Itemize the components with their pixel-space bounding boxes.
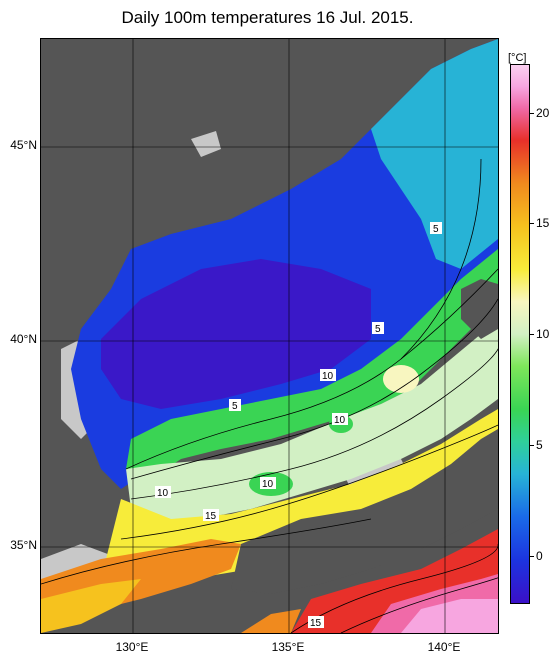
cool-water-region xyxy=(371,39,498,269)
colorbar-label-20: 20 xyxy=(536,106,550,120)
warm-water-region xyxy=(241,609,301,633)
contour-label: 10 xyxy=(262,479,274,490)
island-sakhalin xyxy=(191,131,221,157)
lat-label-40n: 40°N xyxy=(10,332,37,346)
graticule xyxy=(41,39,498,633)
sea-temperature-map: 5 5 10 5 10 10 10 15 15 xyxy=(40,38,499,634)
colorbar-tick xyxy=(529,334,534,335)
colorbar-label-0: 0 xyxy=(536,549,543,563)
eddy xyxy=(159,501,187,517)
japan-tsugaru xyxy=(461,279,498,339)
colorbar-label-10: 10 xyxy=(536,327,550,341)
lon-label-140e: 140°E xyxy=(427,640,461,654)
subpolar-front xyxy=(126,249,498,479)
colorbar-tick xyxy=(529,445,534,446)
colorbar-tick xyxy=(529,556,534,557)
warm-eddy xyxy=(383,365,419,393)
map-title: Daily 100m temperatures 16 Jul. 2015. xyxy=(121,8,414,27)
contour-label: 10 xyxy=(322,371,334,382)
hottest-water-region xyxy=(401,599,498,633)
colorbar-unit: [°C] xyxy=(508,52,527,64)
contour-label: 5 xyxy=(433,224,439,235)
temperature-colorbar xyxy=(510,64,530,604)
coldest-core xyxy=(101,259,371,409)
colorbar-label-5: 5 xyxy=(536,438,543,452)
contour-label: 15 xyxy=(310,618,322,629)
contour-label: 5 xyxy=(375,324,381,335)
colorbar-tick xyxy=(529,223,534,224)
contour-label: 15 xyxy=(205,511,217,522)
transition-zone xyxy=(126,319,498,524)
warm-water-region xyxy=(41,579,141,633)
japan-honshu xyxy=(231,429,498,594)
map-canvas: 5 5 10 5 10 10 10 15 15 xyxy=(41,39,498,633)
contour-label: 10 xyxy=(334,415,346,426)
contour-label: 10 xyxy=(157,488,169,499)
contour-label-group: 5 5 10 5 10 10 10 15 15 xyxy=(155,222,442,629)
lon-label-135e: 135°E xyxy=(271,640,305,654)
lat-label-45n: 45°N xyxy=(10,138,37,152)
lon-label-130e: 130°E xyxy=(115,640,149,654)
lat-label-35n: 35°N xyxy=(10,538,37,552)
colorbar-tick xyxy=(529,113,534,114)
colorbar-label-15: 15 xyxy=(536,216,550,230)
contour-label: 5 xyxy=(232,401,238,412)
